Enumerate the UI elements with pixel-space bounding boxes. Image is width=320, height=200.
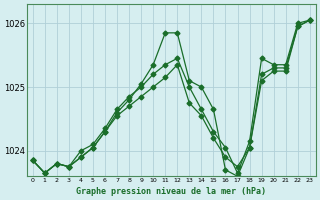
- X-axis label: Graphe pression niveau de la mer (hPa): Graphe pression niveau de la mer (hPa): [76, 187, 266, 196]
